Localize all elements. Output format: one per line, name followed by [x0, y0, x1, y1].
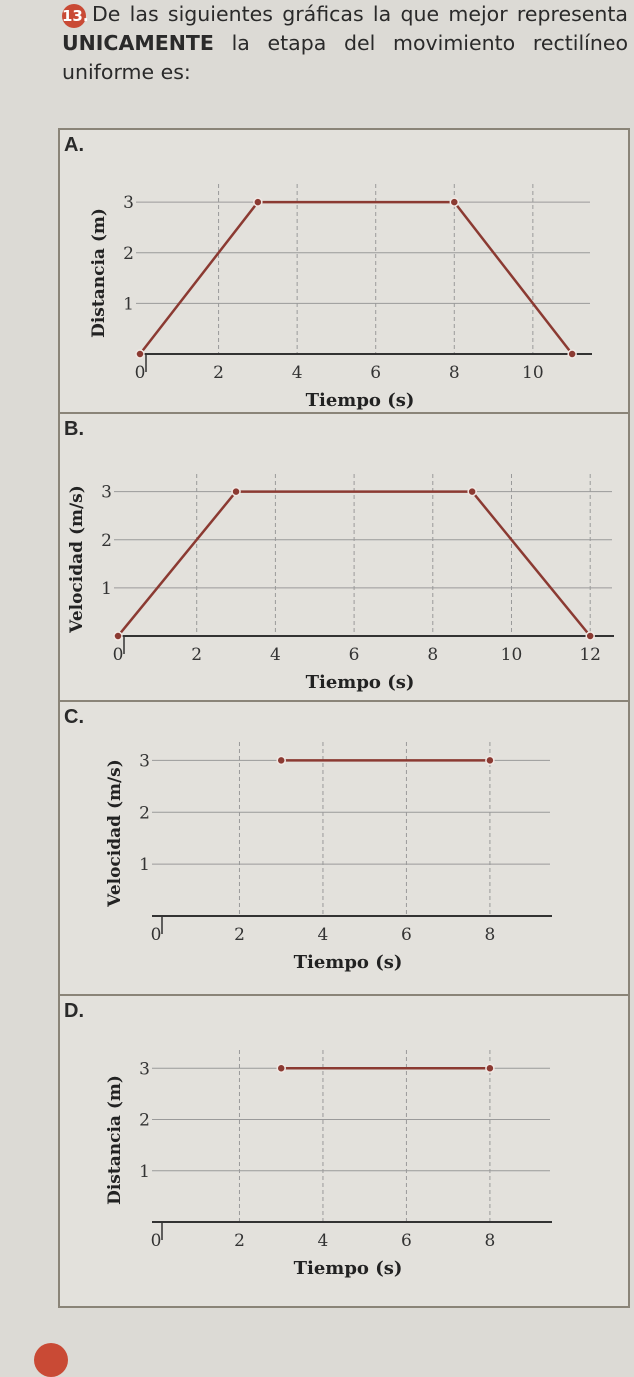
option-a-letter: A. [64, 134, 84, 156]
y-axis-label: Distancia (m) [89, 208, 109, 338]
x-tick-label: 2 [213, 363, 224, 383]
x-tick-label: 6 [349, 645, 360, 665]
question-text: 13. De las siguientes gráficas la que mej… [62, 0, 628, 87]
x-tick-label: 8 [484, 1231, 495, 1251]
question-emphasis: UNICAMENTE [62, 31, 214, 55]
x-tick-label: 8 [427, 645, 438, 665]
x-tick-label: 10 [501, 645, 523, 665]
y-tick-label: 2 [101, 531, 112, 551]
x-tick-label: 4 [270, 645, 281, 665]
option-c-panel[interactable]: C. 1 2 3 0 2 4 6 8 Tiempo (s) Velocidad (m/s) [60, 702, 628, 996]
x-axis-label: Tiempo (s) [306, 672, 415, 693]
data-point [567, 349, 577, 359]
y-tick-label: 3 [123, 193, 134, 213]
option-d-letter: D. [64, 1000, 84, 1022]
x-axis-label: Tiempo (s) [294, 1258, 403, 1279]
x-axis-label: Tiempo (s) [294, 952, 403, 973]
y-axis-label: Velocidad (m/s) [105, 759, 125, 908]
x-tick-label: 12 [579, 645, 601, 665]
x-tick-label: 8 [484, 925, 495, 945]
data-point [467, 486, 477, 497]
data-point [231, 486, 241, 497]
data-point [449, 197, 460, 207]
y-tick-label: 2 [139, 1111, 150, 1131]
y-axis-label: Distancia (m) [105, 1075, 125, 1205]
option-b-panel[interactable]: B. 1 2 3 0 2 4 6 8 10 12 Tiempo (s) Velocidad (m/s) [60, 414, 628, 702]
x-tick-label: 6 [401, 925, 412, 945]
chart-c: 1 2 3 0 2 4 6 8 Tiempo (s) Velocidad (m/s) [105, 742, 552, 973]
data-point [585, 631, 595, 641]
page-number-badge [34, 1343, 68, 1377]
data-point [276, 755, 286, 766]
chart-a: 1 2 3 0 2 4 6 8 10 Tiempo (s) Distancia (m) [89, 184, 592, 411]
x-tick-label: 0 [151, 925, 162, 945]
x-tick-label: 2 [191, 645, 202, 665]
option-d-panel[interactable]: D. 1 2 3 0 2 4 6 8 Tiempo (s) Distancia (m) [60, 996, 628, 1306]
x-tick-label: 4 [318, 1231, 329, 1251]
x-tick-label: 4 [292, 363, 303, 383]
y-tick-label: 2 [123, 244, 134, 264]
y-tick-label: 1 [101, 579, 112, 599]
option-c-letter: C. [64, 706, 84, 728]
options-box: A. 1 2 3 0 2 4 6 8 10 Tiempo (s) Distancia (m) B. … [58, 128, 630, 1308]
series-line [117, 490, 592, 637]
y-tick-label: 1 [139, 855, 150, 875]
series-line [139, 200, 574, 355]
x-tick-label: 6 [370, 363, 381, 383]
question-number: 13. [62, 4, 89, 28]
option-a-panel[interactable]: A. 1 2 3 0 2 4 6 8 10 Tiempo (s) Distancia (m) [60, 130, 628, 414]
y-tick-label: 1 [123, 294, 134, 314]
y-tick-label: 1 [139, 1162, 150, 1182]
x-tick-label: 0 [113, 645, 124, 665]
data-point [276, 1063, 286, 1073]
x-tick-label: 2 [234, 1231, 245, 1251]
x-tick-label: 2 [234, 925, 245, 945]
y-tick-label: 3 [139, 751, 150, 771]
y-axis-label: Velocidad (m/s) [67, 485, 87, 634]
x-tick-label: 0 [135, 363, 146, 383]
x-tick-label: 4 [318, 925, 329, 945]
option-b-letter: B. [64, 418, 84, 440]
data-point [113, 631, 123, 641]
x-axis-label: Tiempo (s) [306, 390, 415, 411]
y-tick-label: 2 [139, 803, 150, 823]
question-text-part1: De las siguientes gráficas la que mejor … [92, 2, 628, 26]
data-point [485, 1063, 495, 1073]
x-tick-label: 8 [449, 363, 460, 383]
data-point [135, 349, 145, 359]
x-tick-label: 0 [151, 1231, 162, 1251]
data-point [485, 755, 495, 766]
chart-d: 1 2 3 0 2 4 6 8 Tiempo (s) Distancia (m) [105, 1050, 552, 1279]
x-tick-label: 10 [522, 363, 544, 383]
y-tick-label: 3 [139, 1059, 150, 1079]
data-point [253, 197, 263, 207]
x-tick-label: 6 [401, 1231, 412, 1251]
y-tick-label: 3 [101, 483, 112, 503]
question-text-part2: la etapa del movimiento rectilíneo unifo… [62, 31, 628, 84]
